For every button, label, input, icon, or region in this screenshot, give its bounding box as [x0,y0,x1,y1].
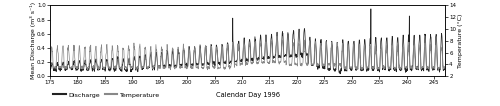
Y-axis label: Temperature (°C): Temperature (°C) [458,14,462,68]
Legend: Discharge, Temperature: Discharge, Temperature [53,92,160,98]
Text: Calendar Day 1996: Calendar Day 1996 [216,92,280,98]
Y-axis label: Mean Discharge (m³ s⁻¹): Mean Discharge (m³ s⁻¹) [30,2,36,79]
